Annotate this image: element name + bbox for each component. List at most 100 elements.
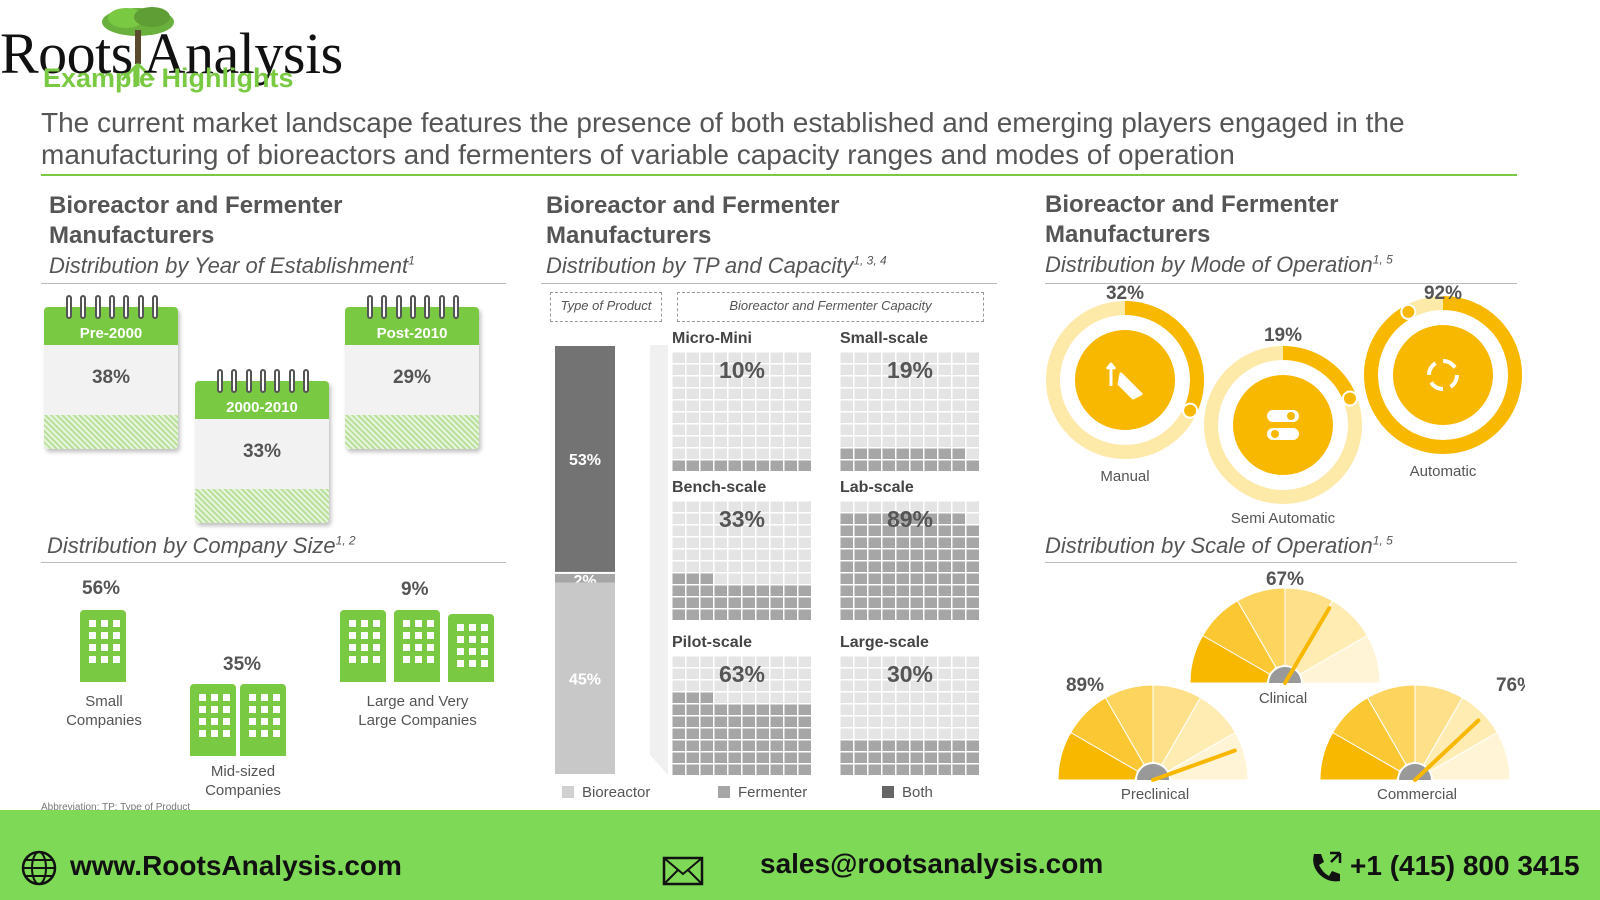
waffle-cell <box>672 561 685 572</box>
donut-knob <box>1341 390 1358 407</box>
waffle-cell <box>784 352 797 363</box>
waffle-cell <box>770 376 783 387</box>
pilot-scale-label: Pilot-scale <box>672 634 753 651</box>
waffle-cell <box>700 704 713 715</box>
waffle-cell <box>742 549 755 560</box>
waffle-cell <box>700 597 713 608</box>
gauge-segment <box>1430 731 1511 781</box>
cycle-icon <box>1393 325 1493 425</box>
phone-link[interactable]: +1 (415) 800 3415 <box>1350 850 1580 881</box>
waffle-cell <box>966 704 979 715</box>
waffle-cell <box>896 656 909 667</box>
waffle-cell <box>784 680 797 691</box>
waffle-cell <box>770 537 783 548</box>
waffle-cell <box>784 501 797 512</box>
waffle-cell <box>756 668 769 679</box>
waffle-cell <box>686 585 699 596</box>
waffle-cell <box>728 352 741 363</box>
building-icon <box>190 684 236 756</box>
waffle-cell <box>672 460 685 471</box>
waffle-cell <box>686 549 699 560</box>
waffle-cell <box>924 585 937 596</box>
waffle-cell <box>840 656 853 667</box>
waffle-cell <box>672 364 685 375</box>
waffle-cell <box>728 597 741 608</box>
waffle-cell <box>854 537 867 548</box>
waffle-cell <box>784 537 797 548</box>
waffle-cell <box>840 501 853 512</box>
waffle-cell <box>742 704 755 715</box>
mid-companies-label: Mid-sized Companies <box>205 763 281 799</box>
waffle-cell <box>700 525 713 536</box>
waffle-cell <box>854 549 867 560</box>
waffle-cell <box>840 412 853 423</box>
waffle-cell <box>714 364 727 375</box>
waffle-cell <box>882 525 895 536</box>
waffle-cell <box>952 376 965 387</box>
waffle-cell <box>896 752 909 763</box>
waffle-cell <box>728 436 741 447</box>
waffle-cell <box>840 728 853 739</box>
waffle-cell <box>896 513 909 524</box>
calendar-post-2010: Post-2010 29% <box>345 307 479 449</box>
waffle-cell <box>896 352 909 363</box>
waffle-cell <box>770 561 783 572</box>
large-scale-label: Large-scale <box>840 634 929 651</box>
website-link[interactable]: www.RootsAnalysis.com <box>70 850 402 881</box>
waffle-cell <box>868 460 881 471</box>
waffle-cell <box>910 549 923 560</box>
waffle-cell <box>910 680 923 691</box>
waffle-cell <box>714 424 727 435</box>
waffle-cell <box>910 364 923 375</box>
waffle-cell <box>686 716 699 727</box>
capacity-waffle-micro-mini: 10% <box>672 352 811 471</box>
waffle-cell <box>798 704 811 715</box>
waffle-cell <box>714 513 727 524</box>
waffle-cell <box>798 424 811 435</box>
waffle-cell <box>952 412 965 423</box>
waffle-cell <box>798 692 811 703</box>
building-icon <box>80 610 126 682</box>
waffle-cell <box>742 680 755 691</box>
waffle-cell <box>742 692 755 703</box>
waffle-cell <box>938 740 951 751</box>
waffle-cell <box>910 537 923 548</box>
waffle-cell <box>966 680 979 691</box>
waffle-cell <box>798 597 811 608</box>
waffle-cell <box>672 692 685 703</box>
waffle-cell <box>966 364 979 375</box>
waffle-cell <box>672 436 685 447</box>
waffle-cell <box>924 424 937 435</box>
waffle-cell <box>756 656 769 667</box>
waffle-cell <box>910 656 923 667</box>
waffle-cell <box>728 376 741 387</box>
waffle-cell <box>952 352 965 363</box>
waffle-cell <box>700 609 713 620</box>
calendar-value: 38% <box>91 367 131 388</box>
waffle-cell <box>700 448 713 459</box>
email-link[interactable]: sales@rootsanalysis.com <box>760 848 1104 879</box>
waffle-cell <box>742 388 755 399</box>
waffle-cell <box>714 376 727 387</box>
waffle-cell <box>952 561 965 572</box>
waffle-cell <box>910 424 923 435</box>
donut-arc <box>1046 301 1204 459</box>
bar-segment-bioreactor <box>555 582 615 774</box>
waffle-cell <box>938 448 951 459</box>
waffle-cell <box>868 668 881 679</box>
waffle-cell <box>938 388 951 399</box>
waffle-cell <box>742 412 755 423</box>
page-subtitle: The current market landscape features th… <box>41 107 1405 170</box>
waffle-cell <box>868 501 881 512</box>
waffle-cell <box>840 597 853 608</box>
divider <box>541 283 997 284</box>
waffle-cell <box>840 716 853 727</box>
waffle-cell <box>770 525 783 536</box>
waffle-cell <box>672 716 685 727</box>
waffle-cell <box>910 597 923 608</box>
waffle-cell <box>882 573 895 584</box>
waffle-cell <box>742 668 755 679</box>
waffle-cell <box>952 716 965 727</box>
waffle-cell <box>840 376 853 387</box>
waffle-cell <box>686 513 699 524</box>
